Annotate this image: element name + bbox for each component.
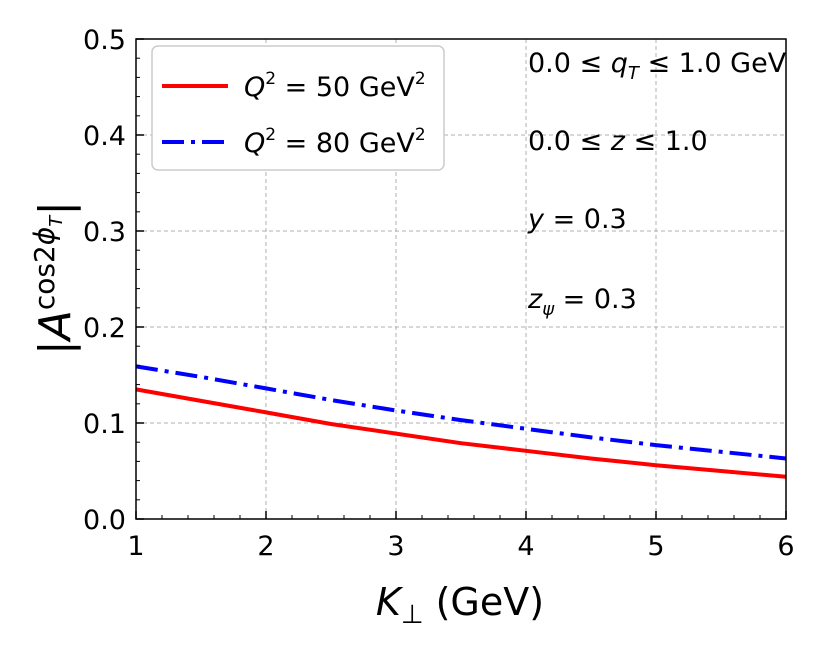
y-tick-label: 0.2 <box>83 313 126 344</box>
annotation-z-range: 0.0 ≤ z ≤ 1.0 <box>528 126 708 157</box>
axis-ticks: 1 2 3 4 5 6 0.0 0.1 0.2 0.3 0.4 0.5 <box>83 25 795 562</box>
annotation-zpsi-value: zψ = 0.3 <box>527 284 637 320</box>
legend-box <box>151 45 445 171</box>
plot-frame <box>135 38 787 520</box>
legend: Q2 = 50 GeV2 Q2 = 80 GeV2 <box>151 45 445 171</box>
x-axis-title: K⊥ (GeV) <box>376 580 544 630</box>
y-tick-label: 0.4 <box>83 121 126 152</box>
x-tick-label: 6 <box>777 531 794 562</box>
y-tick-label: 0.5 <box>83 25 126 56</box>
x-tick-label: 3 <box>387 531 404 562</box>
legend-label-q80: Q2 = 80 GeV2 <box>244 125 426 159</box>
data-series <box>135 364 787 479</box>
x-tick-label: 1 <box>127 531 144 562</box>
y-tick-label: 0.3 <box>83 217 126 248</box>
legend-label-q50: Q2 = 50 GeV2 <box>244 69 426 103</box>
annotation-y-value: y = 0.3 <box>527 204 627 235</box>
x-tick-label: 4 <box>517 531 534 562</box>
annotation-qt-range: 0.0 ≤ qT ≤ 1.0 GeV <box>528 48 787 84</box>
series-line-q2-50 <box>135 387 787 479</box>
y-tick-label: 0.0 <box>83 505 126 536</box>
x-tick-label: 2 <box>257 531 274 562</box>
x-tick-label: 5 <box>647 531 664 562</box>
y-axis-title: |Acos2ϕT| <box>28 201 81 355</box>
series-line-q2-80 <box>135 364 787 461</box>
y-tick-label: 0.1 <box>83 409 126 440</box>
